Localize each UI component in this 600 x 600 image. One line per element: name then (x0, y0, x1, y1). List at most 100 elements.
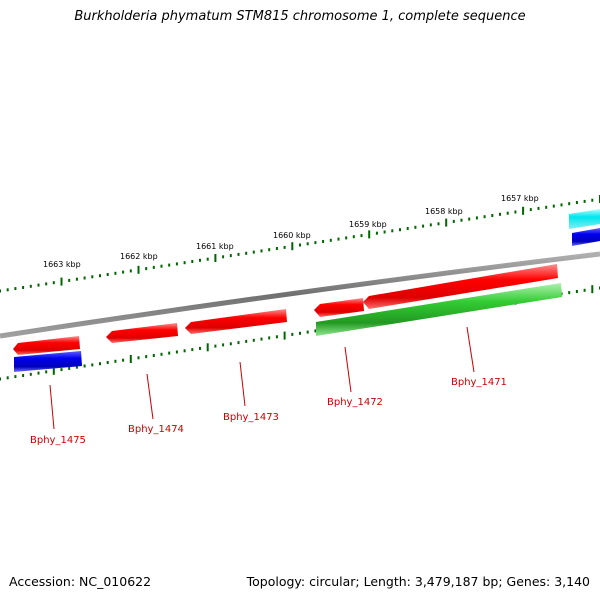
minor-tick (306, 242, 309, 246)
minor-tick (229, 342, 232, 346)
minor-tick (229, 254, 232, 258)
minor-tick (6, 288, 9, 292)
leader-line (49, 384, 55, 430)
kbp-label: 1658 kbp (425, 207, 463, 216)
minor-tick (260, 249, 263, 253)
minor-tick (391, 229, 394, 233)
gene-label[interactable]: Bphy_1471 (451, 377, 507, 388)
minor-tick (168, 263, 171, 267)
minor-tick (383, 230, 386, 234)
major-tick (60, 277, 63, 286)
minor-tick (60, 368, 63, 372)
kbp-label: 1660 kbp (273, 231, 311, 240)
minor-tick (414, 225, 417, 229)
minor-tick (14, 287, 17, 291)
map-title: Burkholderia phymatum STM815 chromosome … (74, 9, 526, 24)
minor-tick (122, 358, 125, 362)
major-tick (52, 366, 55, 375)
genome-backbone (0, 251, 600, 339)
minor-tick (191, 348, 194, 352)
minor-tick (514, 210, 517, 214)
minor-tick (91, 275, 94, 279)
minor-tick (314, 329, 317, 333)
cds-bar-green[interactable] (316, 283, 562, 336)
minor-tick (337, 237, 340, 241)
minor-tick (99, 274, 101, 278)
minor-tick (268, 336, 271, 340)
minor-tick (575, 201, 578, 204)
gene-label[interactable]: Bphy_1472 (327, 397, 383, 408)
kbp-label: 1659 kbp (349, 220, 387, 229)
minor-tick (583, 199, 586, 203)
leader-line (344, 346, 352, 393)
gene-arrow-bphy-1472[interactable] (314, 298, 364, 317)
minor-tick (591, 198, 594, 202)
major-tick (291, 242, 294, 251)
minor-tick (283, 245, 286, 249)
minor-tick (175, 262, 178, 266)
minor-tick (214, 344, 217, 348)
gene-label[interactable]: Bphy_1473 (223, 412, 279, 423)
minor-tick (399, 228, 401, 232)
kbp-labels: 1663 kbp 1662 kbp 1661 kbp 1660 kbp 1659… (43, 194, 539, 269)
major-tick (445, 218, 448, 227)
minor-tick (68, 278, 71, 282)
minor-tick (268, 248, 271, 252)
minor-tick (83, 276, 86, 280)
minor-tick (206, 257, 209, 261)
minor-tick (245, 339, 248, 343)
gene-arrow-bphy-1475[interactable] (13, 336, 80, 355)
minor-tick (575, 290, 578, 293)
gene-arrow-bphy-1471[interactable] (363, 264, 558, 309)
minor-tick (0, 377, 1, 381)
cds-bar-blue[interactable] (14, 351, 82, 372)
minor-tick (491, 214, 494, 217)
gene-arrow-bphy-1473[interactable] (185, 309, 287, 334)
major-tick (283, 331, 286, 340)
minor-tick (299, 331, 301, 335)
major-tick (214, 254, 217, 262)
minor-tick (160, 352, 163, 356)
minor-tick (568, 202, 571, 206)
kbp-label: 1662 kbp (120, 252, 158, 261)
minor-tick (145, 355, 148, 359)
minor-tick (468, 217, 471, 221)
minor-tick (68, 366, 71, 370)
minor-tick (275, 335, 278, 339)
minor-tick (452, 219, 455, 223)
gene-label[interactable]: Bphy_1474 (128, 424, 184, 435)
minor-tick (506, 211, 509, 215)
minor-tick (406, 227, 409, 230)
blue-feature-right[interactable] (572, 228, 600, 246)
major-tick (591, 285, 594, 294)
cyan-feature[interactable] (569, 209, 600, 229)
minor-tick (22, 286, 25, 289)
minor-tick (568, 291, 571, 295)
leader-line (466, 326, 475, 373)
minor-tick (375, 231, 378, 235)
kbp-label: 1663 kbp (43, 260, 81, 269)
minor-tick (437, 222, 440, 226)
minor-tick (106, 361, 109, 364)
minor-tick (129, 269, 132, 273)
minor-tick (29, 284, 32, 288)
topology-summary: Topology: circular; Length: 3,479,187 bp… (246, 574, 590, 589)
leader-line (239, 361, 246, 407)
minor-tick (314, 241, 317, 245)
minor-tick (152, 265, 155, 269)
minor-tick (537, 206, 540, 210)
minor-tick (75, 365, 78, 369)
minor-tick (114, 271, 117, 275)
gene-arrow-bphy-1474[interactable] (106, 323, 178, 343)
minor-tick (137, 356, 140, 360)
minor-tick (329, 238, 332, 242)
minor-tick (183, 349, 186, 353)
gene-label[interactable]: Bphy_1475 (30, 435, 86, 446)
minor-tick (352, 235, 355, 239)
minor-tick (83, 364, 86, 368)
minor-tick (106, 273, 109, 276)
minor-tick (199, 258, 201, 262)
minor-tick (183, 261, 186, 265)
minor-tick (291, 332, 294, 336)
minor-tick (552, 204, 555, 208)
